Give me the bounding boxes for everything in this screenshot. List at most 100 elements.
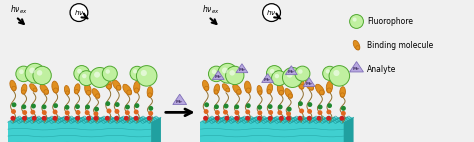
Circle shape [298, 116, 302, 121]
Ellipse shape [40, 84, 48, 94]
Circle shape [70, 4, 88, 21]
Ellipse shape [340, 87, 346, 97]
Circle shape [30, 110, 35, 115]
Circle shape [222, 67, 228, 73]
Ellipse shape [340, 93, 345, 97]
Ellipse shape [148, 93, 152, 97]
Circle shape [246, 103, 251, 108]
Text: M+: M+ [264, 78, 272, 82]
Circle shape [22, 116, 27, 121]
Ellipse shape [226, 88, 229, 92]
Circle shape [94, 107, 99, 112]
Circle shape [257, 105, 262, 110]
Circle shape [11, 109, 16, 114]
Circle shape [286, 111, 291, 116]
Circle shape [327, 109, 331, 114]
Text: $h\nu_{ex}$: $h\nu_{ex}$ [10, 3, 27, 16]
Circle shape [114, 116, 119, 121]
Circle shape [32, 116, 36, 121]
Text: Fluorophore: Fluorophore [367, 17, 413, 26]
Ellipse shape [74, 90, 79, 93]
Circle shape [350, 15, 364, 28]
Circle shape [215, 116, 219, 121]
Text: $h\nu_{ex}$: $h\nu_{ex}$ [202, 3, 220, 16]
Ellipse shape [12, 86, 16, 90]
Ellipse shape [123, 84, 132, 95]
Ellipse shape [305, 80, 313, 90]
Circle shape [318, 110, 322, 115]
Circle shape [268, 116, 273, 121]
Circle shape [327, 103, 332, 108]
Circle shape [218, 63, 237, 83]
Circle shape [79, 71, 94, 86]
Ellipse shape [54, 88, 58, 93]
Circle shape [105, 116, 110, 121]
Circle shape [105, 69, 110, 74]
Circle shape [93, 116, 98, 121]
Circle shape [318, 105, 323, 109]
Circle shape [134, 116, 138, 121]
Ellipse shape [21, 84, 27, 94]
Circle shape [323, 66, 337, 80]
Circle shape [37, 70, 42, 76]
Polygon shape [201, 117, 354, 122]
Circle shape [272, 71, 286, 86]
Circle shape [137, 66, 157, 86]
Circle shape [286, 116, 291, 121]
Ellipse shape [105, 78, 111, 89]
Ellipse shape [92, 89, 100, 98]
Ellipse shape [214, 90, 218, 94]
Circle shape [245, 116, 250, 121]
Circle shape [279, 116, 284, 121]
Circle shape [326, 116, 331, 121]
Circle shape [263, 4, 281, 21]
Ellipse shape [214, 84, 219, 94]
Circle shape [307, 102, 312, 107]
Ellipse shape [86, 90, 91, 95]
Circle shape [19, 69, 24, 74]
Circle shape [148, 111, 153, 116]
Circle shape [75, 116, 80, 121]
Text: M+: M+ [214, 75, 222, 79]
Ellipse shape [202, 80, 209, 91]
Circle shape [74, 66, 90, 81]
Ellipse shape [147, 87, 153, 97]
Ellipse shape [107, 84, 111, 89]
Ellipse shape [44, 90, 48, 94]
Circle shape [204, 102, 209, 107]
Circle shape [229, 70, 235, 76]
Ellipse shape [267, 84, 273, 94]
Ellipse shape [316, 84, 324, 95]
Polygon shape [285, 66, 297, 75]
Circle shape [141, 70, 147, 76]
Ellipse shape [237, 90, 241, 94]
Circle shape [10, 116, 15, 121]
Circle shape [341, 111, 346, 116]
Polygon shape [262, 74, 273, 83]
Text: $h\nu$: $h\nu$ [266, 8, 277, 17]
Circle shape [75, 104, 80, 109]
Circle shape [31, 104, 36, 108]
Circle shape [223, 110, 228, 115]
Circle shape [215, 110, 220, 115]
Circle shape [75, 110, 81, 115]
Circle shape [353, 17, 356, 22]
Circle shape [209, 66, 224, 82]
Polygon shape [344, 117, 354, 142]
Ellipse shape [204, 86, 209, 90]
Circle shape [298, 69, 302, 74]
Circle shape [278, 105, 283, 109]
Polygon shape [8, 117, 161, 122]
Ellipse shape [134, 88, 139, 92]
Circle shape [53, 109, 57, 114]
Ellipse shape [64, 85, 70, 95]
Circle shape [42, 116, 46, 121]
Ellipse shape [353, 40, 360, 50]
Circle shape [307, 109, 312, 114]
Polygon shape [212, 71, 224, 80]
Ellipse shape [288, 94, 292, 98]
Ellipse shape [246, 88, 251, 93]
Ellipse shape [309, 85, 313, 90]
Ellipse shape [74, 84, 80, 94]
Circle shape [235, 110, 239, 115]
